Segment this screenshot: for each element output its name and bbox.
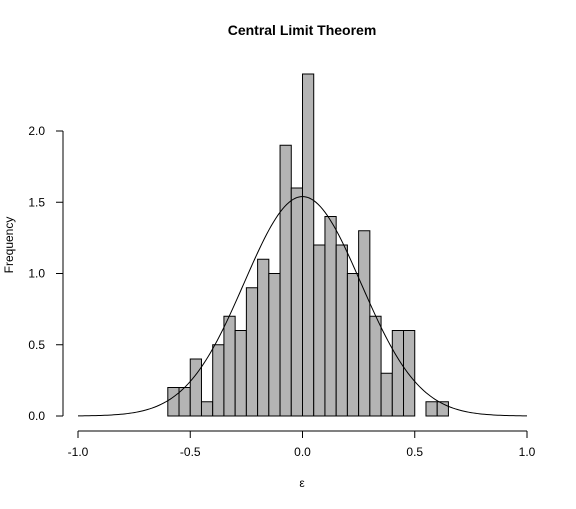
y-axis: 0.0 0.5 1.0 1.5 2.0: [28, 124, 64, 423]
histogram-bar: [268, 273, 281, 417]
histogram-bar: [245, 287, 259, 417]
y-tick-label: 1.5: [28, 195, 45, 209]
y-tick-label: 2.0: [28, 124, 45, 138]
density-curve: [77, 196, 528, 417]
histogram-bar: [279, 144, 292, 417]
x-tick-label: -0.5: [180, 445, 201, 459]
x-axis-label: ε: [299, 476, 305, 490]
histogram-bars: [167, 73, 449, 417]
histogram-bar: [380, 372, 393, 417]
histogram-bar: [346, 273, 360, 417]
y-tick-label: 0.5: [28, 338, 45, 352]
histogram-bar: [358, 230, 371, 417]
histogram-bar: [335, 244, 348, 417]
x-tick-label: -1.0: [68, 445, 89, 459]
x-tick-label: 0.5: [406, 445, 423, 459]
histogram-bar: [436, 401, 449, 417]
histogram-bar: [369, 315, 382, 417]
x-axis: -1.0 -0.5 0.0 0.5 1.0: [68, 430, 536, 459]
x-tick-label: 1.0: [519, 445, 536, 459]
histogram-bar: [313, 244, 326, 417]
density-curve-layer: [77, 196, 528, 417]
histogram-bar: [302, 73, 315, 417]
histogram-bar: [290, 187, 303, 417]
histogram-bar: [324, 216, 337, 417]
histogram-bar: [178, 387, 191, 417]
y-tick-label: 0.0: [28, 409, 45, 423]
histogram-bar: [223, 315, 236, 417]
histogram-bar: [425, 401, 438, 417]
histogram-bar: [391, 330, 405, 417]
histogram-bar: [167, 387, 180, 417]
x-tick-label: 0.0: [294, 445, 311, 459]
histogram-bar: [212, 344, 225, 417]
histogram-bar: [257, 258, 270, 417]
histogram-bar: [403, 330, 416, 417]
histogram-bar: [200, 401, 214, 417]
histogram-bar: [189, 358, 202, 417]
y-axis-label: Frequency: [2, 217, 16, 274]
histogram-bar: [234, 330, 247, 417]
chart-title: Central Limit Theorem: [228, 22, 377, 38]
y-tick-label: 1.0: [28, 267, 45, 281]
